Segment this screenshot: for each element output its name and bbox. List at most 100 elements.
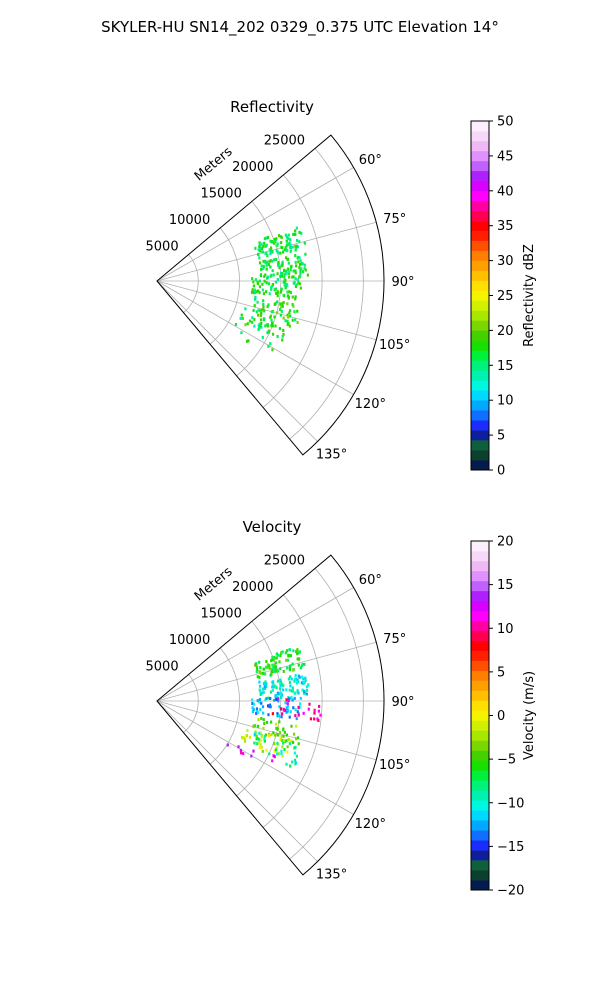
data-point [271, 321, 274, 325]
data-point [294, 260, 297, 264]
data-point [274, 694, 277, 698]
data-point [300, 267, 303, 271]
data-point [299, 259, 302, 263]
data-point [296, 710, 299, 714]
data-point [276, 679, 280, 683]
colorbar-tick-label: 45 [497, 149, 514, 164]
data-point [288, 242, 291, 246]
data-point [286, 322, 289, 326]
data-point [281, 263, 284, 267]
azimuth-spoke [156, 167, 354, 282]
colorbar-segment [471, 630, 489, 642]
data-point [284, 282, 287, 286]
colorbar-segment [471, 310, 489, 321]
colorbar-segment [471, 870, 489, 881]
colorbar-tick-label: 25 [497, 289, 514, 304]
data-point [288, 245, 292, 249]
data-point [262, 267, 265, 271]
data-point [297, 706, 300, 710]
data-point [291, 760, 294, 764]
data-point [263, 734, 266, 738]
data-point [261, 288, 264, 292]
data-point [278, 720, 281, 724]
range-tick-label: 20000 [232, 580, 273, 595]
data-point [292, 232, 295, 236]
data-point [237, 745, 240, 749]
data-point [301, 675, 304, 679]
data-point [270, 720, 273, 724]
data-point [260, 267, 263, 271]
data-point [271, 282, 275, 286]
colorbar-segment [471, 160, 489, 172]
data-point [262, 308, 265, 312]
colorbar-tick-label: 30 [497, 254, 514, 269]
data-point [281, 650, 284, 654]
data-point [286, 709, 289, 713]
colorbar-segment [471, 590, 489, 602]
data-point [263, 685, 266, 689]
data-point [274, 722, 278, 726]
azimuth-tick-label: 60° [359, 153, 382, 168]
data-point [273, 241, 276, 245]
colorbar-segment [471, 850, 489, 861]
data-point [258, 737, 261, 741]
data-point [279, 271, 283, 275]
data-point [303, 662, 306, 666]
colorbar-tick-label: −20 [497, 884, 524, 899]
data-point [286, 698, 289, 702]
data-point [248, 319, 252, 323]
data-point [283, 273, 286, 277]
colorbar-segment [471, 541, 489, 552]
range-ring [262, 594, 323, 828]
data-point [281, 304, 284, 308]
data-point [268, 248, 271, 252]
data-point [295, 717, 298, 721]
data-point [294, 244, 297, 248]
data-point [280, 650, 283, 654]
data-point [283, 730, 286, 734]
data-point [276, 653, 280, 657]
data-point [260, 746, 263, 750]
data-point [266, 260, 269, 264]
data-point [272, 273, 275, 277]
data-point [264, 252, 267, 256]
data-point [262, 726, 265, 730]
data-point [264, 680, 267, 684]
data-point [265, 696, 268, 700]
colorbar-segment [471, 450, 489, 461]
data-point [288, 648, 291, 652]
data-point [289, 664, 292, 668]
data-point [274, 240, 277, 244]
data-point [259, 692, 262, 696]
data-point [265, 290, 268, 294]
data-point [255, 290, 258, 294]
data-point [271, 259, 274, 263]
data-point [293, 758, 297, 762]
data-point [285, 739, 288, 743]
data-point [271, 240, 274, 244]
colorbar-segment [471, 330, 489, 341]
data-point [279, 274, 282, 278]
data-point [287, 237, 290, 241]
colorbar-segment [471, 580, 489, 592]
data-point [271, 663, 274, 667]
data-point [257, 741, 261, 745]
data-point [245, 734, 249, 738]
data-point [258, 261, 262, 265]
data-point [264, 733, 268, 737]
data-point [286, 290, 289, 294]
data-point [271, 667, 274, 671]
data-point [288, 697, 291, 701]
data-point [281, 739, 284, 743]
range-tick-label: 20000 [232, 160, 273, 175]
range-tick-label: 10000 [169, 633, 210, 648]
data-point [296, 278, 299, 282]
data-point [281, 260, 284, 264]
data-point [296, 648, 299, 652]
data-point [289, 710, 292, 714]
data-point [270, 273, 273, 277]
data-point [261, 671, 265, 675]
data-point [303, 689, 306, 693]
data-point [286, 257, 290, 261]
data-point [252, 280, 255, 284]
